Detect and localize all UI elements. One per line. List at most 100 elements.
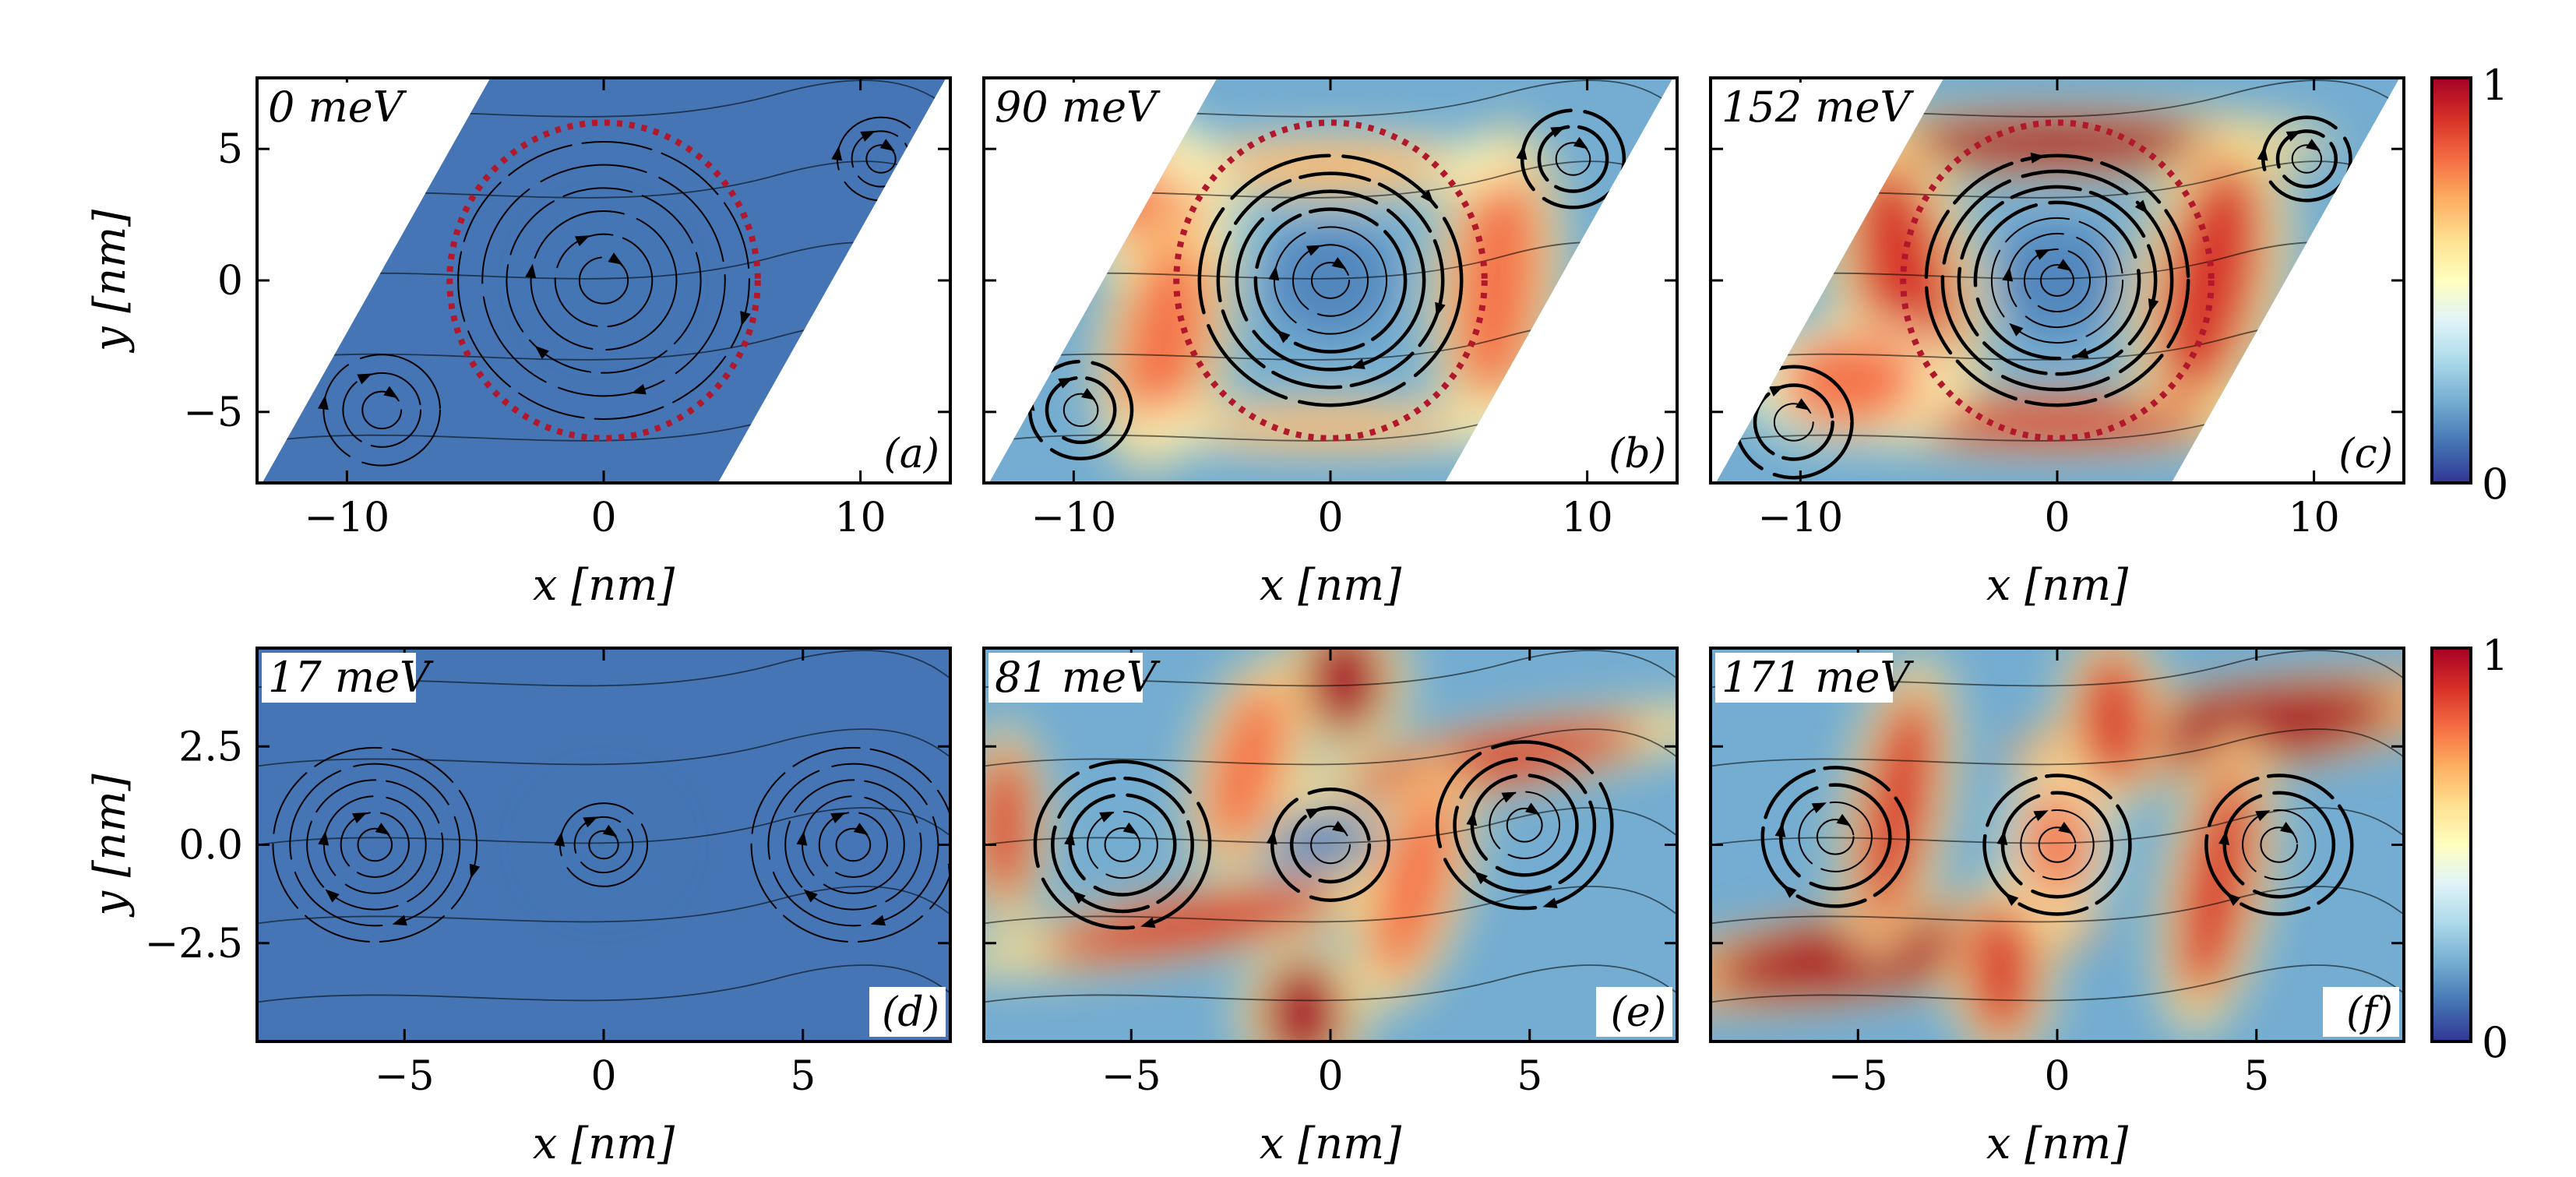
streamline bbox=[1715, 403, 2400, 447]
streamline bbox=[1715, 241, 2400, 285]
streamline-arrow bbox=[2009, 322, 2024, 337]
energy-label-box bbox=[988, 83, 1143, 132]
heatmap-blob bbox=[2077, 648, 2148, 790]
x-tick-label: 10 bbox=[2289, 495, 2340, 541]
streamline-arrow bbox=[1140, 917, 1156, 929]
energy-label-box bbox=[1715, 653, 1893, 703]
streamline bbox=[1197, 153, 1464, 407]
panel-c: −10 0 10 x [nm] 152 meV (c) bbox=[1709, 76, 2405, 611]
streamline-arrow bbox=[375, 823, 390, 835]
streamline bbox=[457, 141, 750, 420]
streamlines bbox=[984, 650, 1677, 1003]
panel-f: −5 0 5 x [nm] 171 meV (f) bbox=[1709, 647, 2405, 1169]
streamline-arrow bbox=[357, 373, 372, 385]
x-tick-label: −10 bbox=[304, 495, 389, 541]
heatmap-blob bbox=[2093, 685, 2396, 768]
dotted-circle bbox=[1173, 119, 1488, 442]
streamline bbox=[1216, 171, 1445, 389]
streamline bbox=[506, 187, 702, 374]
streamline bbox=[481, 164, 726, 397]
streamline-arrow bbox=[1768, 386, 1785, 396]
heatmap-well bbox=[1994, 224, 2120, 337]
panel-b: −10 0 10 x [nm] 90 meV (b) bbox=[982, 76, 1679, 611]
streamline bbox=[1235, 189, 1426, 372]
heatmap-d bbox=[257, 648, 950, 1041]
x-axis-label: x [nm] bbox=[1260, 1119, 1401, 1169]
streamline bbox=[530, 210, 678, 351]
streamline bbox=[1289, 805, 1372, 884]
streamline bbox=[1033, 759, 1212, 930]
streamline bbox=[262, 403, 946, 447]
streamline-arrow bbox=[1836, 813, 1852, 826]
streamline bbox=[1711, 886, 2404, 925]
streamline-arrow bbox=[1332, 820, 1348, 833]
streamline-arrow bbox=[1501, 791, 1517, 803]
streamline-arrow bbox=[325, 889, 340, 903]
x-tick-label: 0 bbox=[590, 495, 616, 541]
streamline-arrow bbox=[2074, 347, 2089, 359]
y-axis-label: y [nm] bbox=[85, 774, 136, 918]
streamline-arrow bbox=[1466, 811, 1478, 826]
streamline bbox=[865, 144, 897, 174]
streamline bbox=[257, 728, 950, 767]
streamline bbox=[750, 746, 950, 943]
streamline bbox=[1715, 322, 2400, 366]
streamline-arrow bbox=[740, 311, 751, 326]
streamline-arrow bbox=[2285, 130, 2302, 142]
panel-tag: (e) bbox=[1611, 989, 1666, 1036]
streamline bbox=[554, 233, 654, 328]
streamline bbox=[306, 779, 444, 911]
streamline-arrow bbox=[1306, 245, 1322, 256]
energy-label: 90 meV bbox=[995, 83, 1161, 132]
streamline bbox=[1292, 244, 1369, 317]
streamline bbox=[1711, 728, 2404, 767]
streamline bbox=[1273, 226, 1388, 335]
y-tick-label: 0 bbox=[217, 258, 243, 305]
streamline bbox=[1753, 383, 1834, 461]
panel-d: −5 0 5 −2.5 0.0 2.5 x [nm] y [nm] 17 meV (d) bbox=[85, 647, 952, 1169]
streamline bbox=[257, 964, 950, 1003]
streamline bbox=[988, 241, 1673, 285]
streamline-arrow bbox=[853, 823, 869, 835]
streamline bbox=[361, 390, 403, 430]
colorbar-top-min-label: 0 bbox=[2482, 460, 2508, 509]
streamline bbox=[1711, 807, 2404, 846]
panel-tag-box bbox=[1596, 428, 1672, 478]
heatmap-f bbox=[1711, 648, 2404, 1041]
streamline-arrow bbox=[574, 235, 590, 247]
heatmap-blob bbox=[1780, 333, 1919, 431]
streamlines bbox=[1711, 650, 2404, 1003]
streamline bbox=[1537, 125, 1609, 193]
y-tick-label: 5 bbox=[217, 126, 243, 173]
streamline bbox=[2000, 791, 2114, 899]
streamline bbox=[1506, 807, 1543, 843]
streamline-arrow bbox=[831, 146, 843, 161]
panel-tag-box bbox=[2323, 428, 2399, 478]
streamline-arrow bbox=[1729, 407, 1741, 422]
heatmap-blob bbox=[1858, 689, 1938, 922]
streamline-arrow bbox=[1811, 802, 1827, 814]
x-tick-label: 0 bbox=[2044, 1053, 2070, 1100]
panel-a: −10 0 10 −5 0 5 x [nm] y [nm] 0 meV (a) bbox=[85, 76, 952, 611]
heatmap-blob bbox=[1205, 143, 1456, 192]
streamline-arrow bbox=[879, 139, 895, 151]
streamline-arrow bbox=[352, 812, 368, 823]
heatmap-e bbox=[984, 648, 1677, 1041]
streamline bbox=[1253, 207, 1408, 354]
x-tick-label: 0 bbox=[590, 1053, 616, 1100]
streamline bbox=[1045, 375, 1117, 445]
panel-e: −5 0 5 x [nm] 81 meV (e) bbox=[982, 647, 1679, 1169]
energy-label: 152 meV bbox=[1721, 83, 1914, 132]
y-tick-label: 2.5 bbox=[178, 724, 243, 770]
streamline bbox=[1104, 827, 1141, 862]
energy-label-box bbox=[262, 83, 393, 132]
energy-label-box bbox=[1715, 83, 1893, 132]
energy-label: 0 meV bbox=[268, 83, 407, 132]
panel-tag-box bbox=[869, 987, 946, 1037]
streamline bbox=[984, 807, 1677, 846]
streamline bbox=[578, 256, 629, 305]
energy-label-box bbox=[262, 653, 416, 703]
streamline-arrow bbox=[583, 816, 598, 828]
x-tick-label: 0 bbox=[1317, 1053, 1343, 1100]
streamline-arrow bbox=[2033, 810, 2049, 822]
